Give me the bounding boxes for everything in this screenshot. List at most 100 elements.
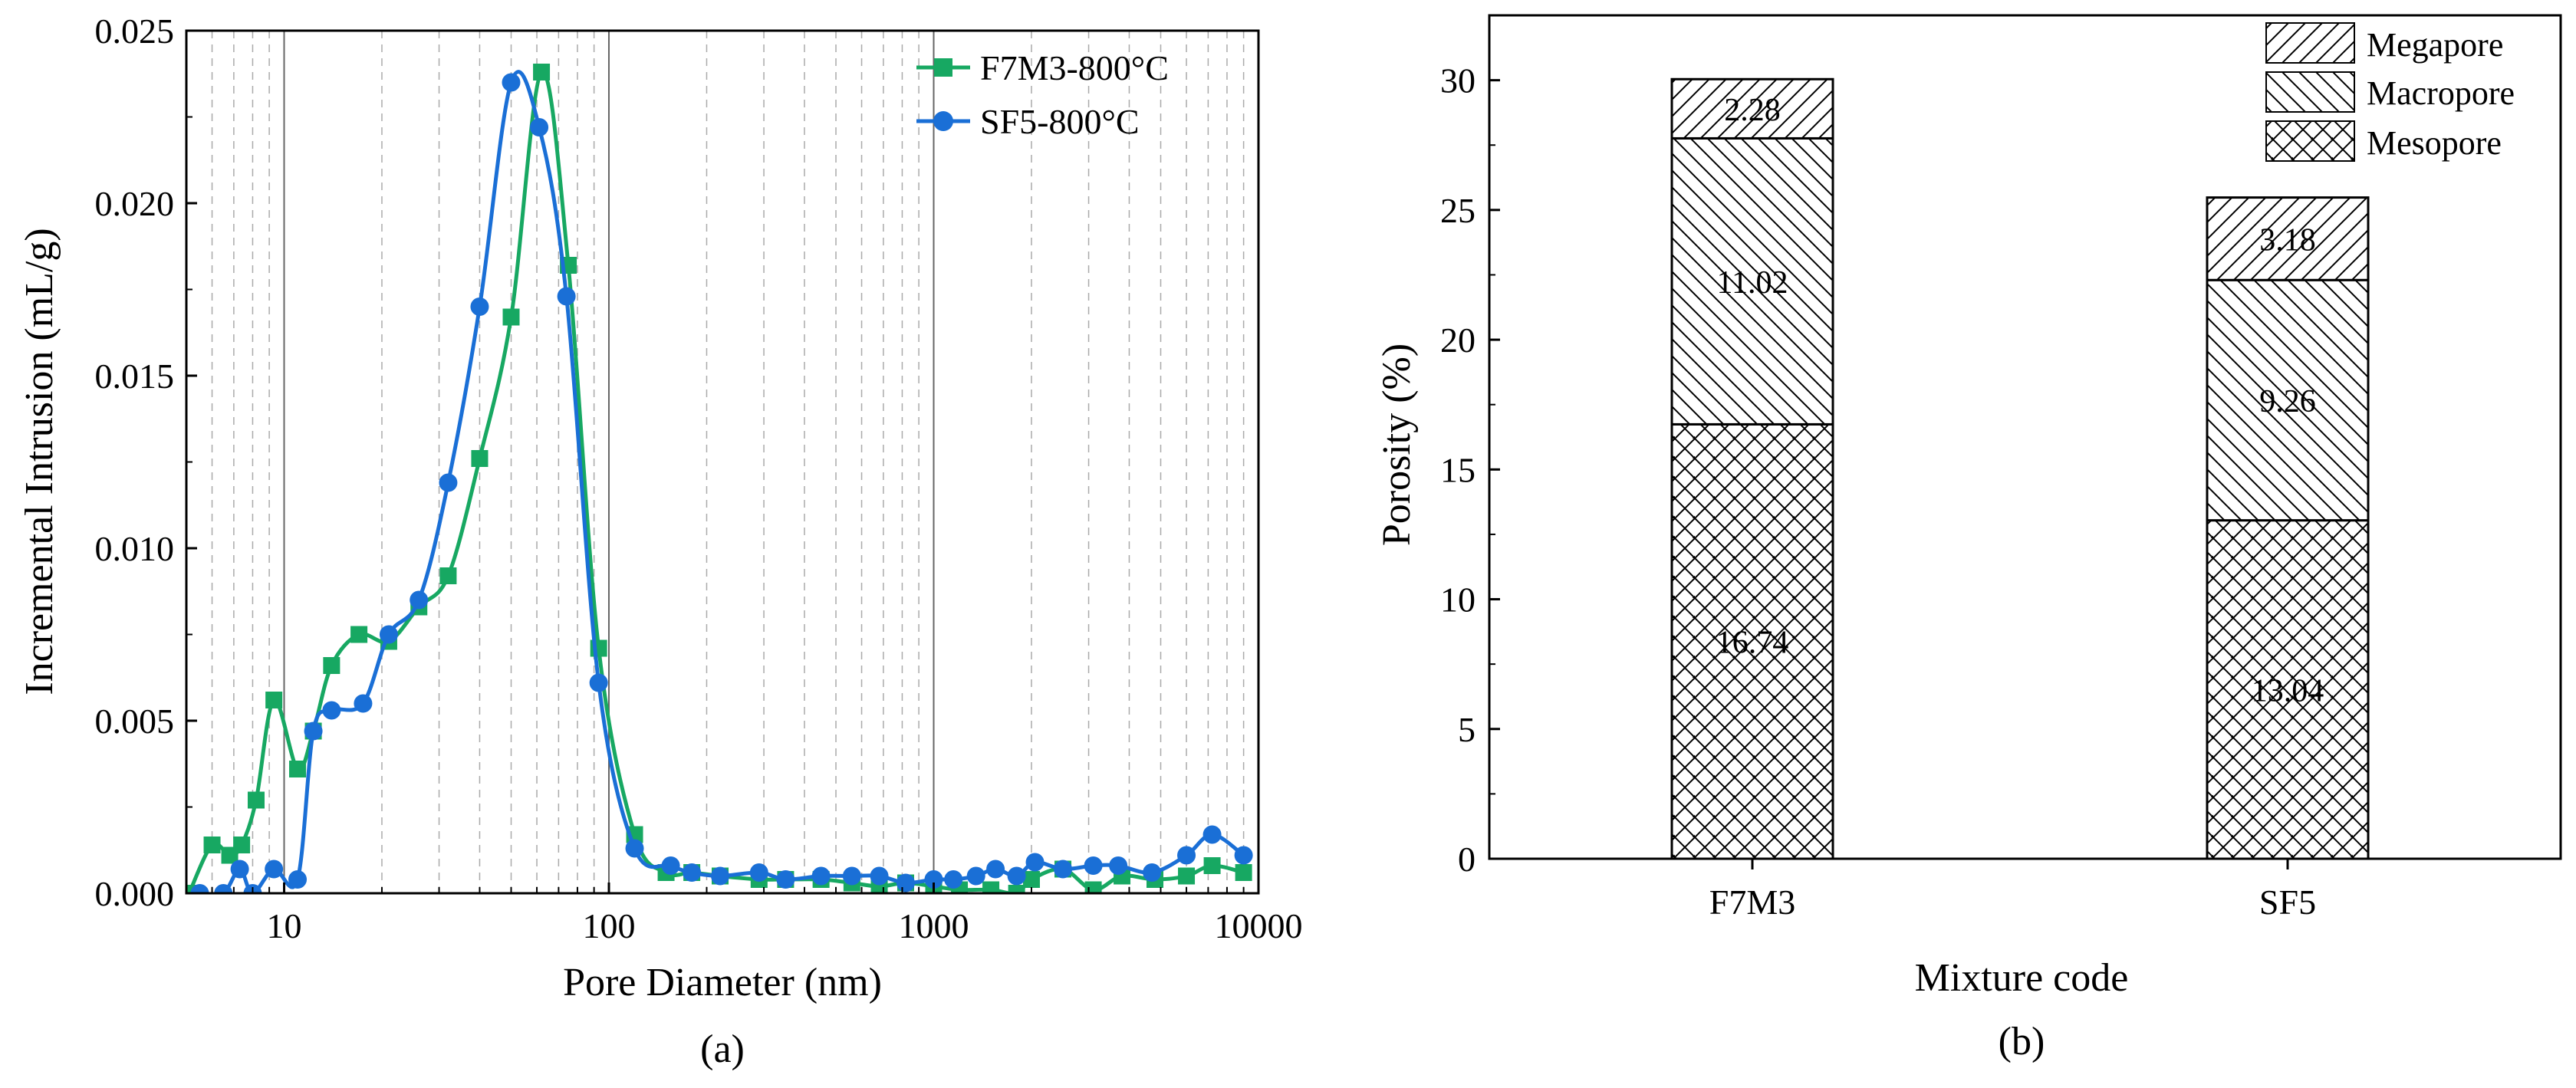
data-point-sf5 xyxy=(1084,856,1103,875)
bar-value-label: 11.02 xyxy=(1717,265,1788,301)
legend-label-megapore: Megapore xyxy=(2367,26,2503,64)
data-point-sf5 xyxy=(1177,846,1196,865)
data-point-sf5 xyxy=(711,866,730,886)
b-axes: 0 5 10 15 20 25 30 F7M3 SF5 xyxy=(1440,61,2316,922)
data-point-sf5 xyxy=(304,721,323,741)
b-x-tick-label: SF5 xyxy=(2259,883,2316,922)
a-axes: 10 100 1000 10000 0.000 0.005 0.010 0.015 0.020 0… xyxy=(95,12,1303,945)
a-y-tick-label: 0.005 xyxy=(95,702,175,741)
data-point-f7m3 xyxy=(1178,867,1196,885)
data-point-sf5 xyxy=(1202,825,1222,844)
data-point-sf5 xyxy=(439,473,458,492)
data-point-sf5 xyxy=(589,673,608,692)
data-point-f7m3 xyxy=(323,657,341,674)
b-panel-caption: (b) xyxy=(1999,1020,2045,1063)
data-point-f7m3 xyxy=(247,791,265,809)
a-x-tick-label: 100 xyxy=(582,906,635,945)
data-point-f7m3 xyxy=(471,450,489,467)
bar-value-label: 13.04 xyxy=(2252,673,2324,708)
data-point-f7m3 xyxy=(1235,864,1252,881)
b-y-tick-label: 25 xyxy=(1440,191,1476,230)
b-plot-frame xyxy=(1488,14,2562,860)
data-point-sf5 xyxy=(1007,866,1026,886)
data-point-sf5 xyxy=(842,866,861,886)
b-x-axis-title: Mixture code xyxy=(1915,956,2129,1000)
data-point-sf5 xyxy=(986,860,1005,879)
data-point-sf5 xyxy=(811,866,831,886)
bar-value-label: 3.18 xyxy=(2259,222,2316,258)
data-point-f7m3 xyxy=(502,308,520,326)
data-point-f7m3 xyxy=(265,692,283,708)
b-x-tick-label: F7M3 xyxy=(1709,883,1795,922)
data-point-sf5 xyxy=(683,863,702,882)
a-x-axis-title: Pore Diameter (nm) xyxy=(563,961,882,1004)
data-point-sf5 xyxy=(288,870,308,889)
data-point-sf5 xyxy=(944,870,963,889)
data-point-sf5 xyxy=(557,287,576,306)
legend-label-f7m3: F7M3-800°C xyxy=(980,48,1169,87)
legend-marker-f7m3 xyxy=(934,58,952,77)
a-plot-frame xyxy=(185,29,1260,895)
bar-segment-megapore-f7m3 xyxy=(1670,77,1834,140)
b-bars-group: 16.74 11.02 2.28 13.04 9.26 3.18 xyxy=(1670,77,2370,860)
a-x-tick-label: 10 xyxy=(266,906,301,945)
b-y-tick-label: 10 xyxy=(1440,580,1476,620)
b-y-tick-label: 20 xyxy=(1440,320,1476,360)
data-point-sf5 xyxy=(661,856,680,875)
data-point-sf5 xyxy=(924,870,943,889)
a-y-tick-label: 0.020 xyxy=(95,184,175,223)
series-line-f7m3 xyxy=(187,70,1245,893)
a-y-tick-label: 0.000 xyxy=(95,874,175,913)
legend-marker-sf5 xyxy=(933,111,953,131)
b-y-tick-label: 0 xyxy=(1458,840,1476,879)
data-point-sf5 xyxy=(530,118,549,136)
data-point-sf5 xyxy=(214,884,233,893)
a-panel-caption: (a) xyxy=(700,1027,745,1071)
data-point-f7m3 xyxy=(1203,857,1221,874)
data-point-sf5 xyxy=(230,860,249,879)
data-point-f7m3 xyxy=(289,761,307,777)
data-point-f7m3 xyxy=(439,567,457,584)
data-point-sf5 xyxy=(1143,863,1162,882)
a-x-tick-label: 10000 xyxy=(1215,906,1303,945)
b-y-axis-title: Porosity (%) xyxy=(1375,343,1419,546)
data-point-sf5 xyxy=(410,590,429,610)
data-point-sf5 xyxy=(749,863,768,882)
a-y-axis-title: Incremental Intrusion (mL/g) xyxy=(18,228,61,695)
data-point-f7m3 xyxy=(1022,871,1040,888)
bar-value-label: 9.26 xyxy=(2259,384,2316,419)
legend-swatch-mesopore xyxy=(2265,120,2355,162)
data-point-sf5 xyxy=(1109,856,1128,875)
a-y-tick-label: 0.010 xyxy=(95,529,175,568)
legend-label-mesopore: Mesopore xyxy=(2367,124,2502,162)
data-point-f7m3 xyxy=(203,837,221,853)
a-y-tick-label: 0.015 xyxy=(95,357,175,396)
b-y-tick-label: 30 xyxy=(1440,61,1476,100)
bar-segment-megapore-sf5 xyxy=(2206,196,2370,281)
data-point-sf5 xyxy=(776,870,795,889)
series-line-sf5 xyxy=(199,70,1245,893)
data-point-sf5 xyxy=(322,701,341,720)
bar-segment-mesopore-f7m3 xyxy=(1670,422,1834,860)
bar-value-label: 2.28 xyxy=(1724,93,1781,128)
data-point-sf5 xyxy=(1025,853,1045,872)
data-point-f7m3 xyxy=(350,626,368,643)
data-point-sf5 xyxy=(470,297,489,316)
data-point-sf5 xyxy=(896,873,915,892)
data-point-f7m3 xyxy=(982,881,1000,893)
data-point-sf5 xyxy=(354,694,373,713)
panel-b-stacked-bar-chart: 16.74 11.02 2.28 13.04 9.26 3.18 0 5 10 15 20 25 30… xyxy=(1375,14,2562,1063)
legend-label-sf5: SF5-800°C xyxy=(980,102,1140,141)
data-point-sf5 xyxy=(870,866,889,886)
data-point-sf5 xyxy=(502,73,521,92)
data-point-sf5 xyxy=(625,839,644,858)
a-legend: F7M3-800°C SF5-800°C xyxy=(916,48,1169,141)
a-series-group xyxy=(186,64,1253,893)
data-point-f7m3 xyxy=(233,837,251,853)
bar-value-label: 16.74 xyxy=(1716,626,1789,661)
data-point-sf5 xyxy=(1234,846,1253,865)
data-point-f7m3 xyxy=(1008,885,1025,893)
b-legend: Megapore Macropore Mesopore xyxy=(2265,22,2515,162)
data-point-sf5 xyxy=(379,625,398,644)
